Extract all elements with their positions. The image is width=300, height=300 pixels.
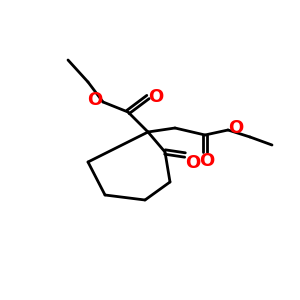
Text: O: O (148, 88, 164, 106)
Text: O: O (200, 152, 214, 170)
Text: O: O (228, 119, 244, 137)
Text: O: O (185, 154, 201, 172)
Text: O: O (87, 91, 103, 109)
